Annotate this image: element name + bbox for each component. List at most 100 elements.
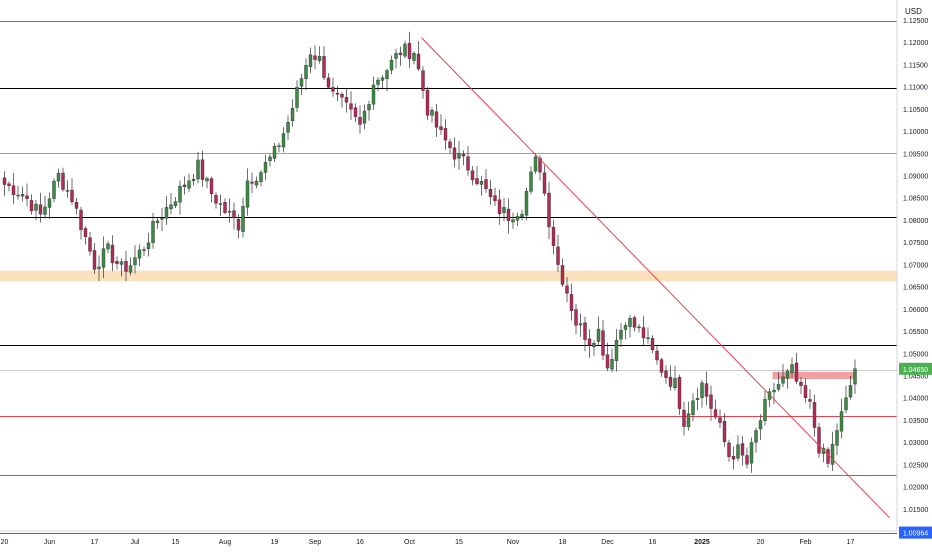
- candle-body: [146, 242, 151, 250]
- candle-body: [592, 343, 596, 348]
- candle-body: [403, 43, 407, 57]
- candle-body: [524, 191, 529, 216]
- candle-body: [754, 430, 758, 443]
- time-tick-label: 16: [356, 539, 364, 546]
- candle-body: [344, 97, 349, 103]
- candle-body: [623, 325, 628, 330]
- candle-body: [74, 201, 79, 209]
- candle-body: [569, 294, 574, 311]
- candle-body: [605, 354, 610, 369]
- time-axis[interactable]: 20 Jun 17 Jul 15 Aug 19 Sep 16 Oct 15 Nov 18 Dec 16 202…: [0, 530, 897, 546]
- candle-body: [614, 340, 619, 361]
- candle-body: [56, 172, 61, 182]
- candle-body: [457, 152, 461, 159]
- currency-label: USD: [905, 7, 922, 16]
- candle-body: [808, 399, 812, 402]
- candle-body: [61, 172, 65, 190]
- candle-body: [610, 359, 614, 370]
- candle-body: [317, 56, 322, 61]
- candle-body: [308, 54, 313, 67]
- candle-body: [88, 237, 92, 252]
- price-tick-label: 1.02000: [903, 485, 928, 492]
- candle-body: [461, 153, 466, 157]
- time-tick-label: 20: [757, 539, 765, 546]
- current-price-label: 1.04650: [903, 367, 928, 374]
- candle-body: [335, 92, 340, 95]
- candle-body: [434, 111, 439, 128]
- candle-body: [124, 261, 128, 272]
- candle-body: [286, 122, 290, 133]
- candle-body: [236, 219, 241, 231]
- candle-body: [259, 172, 263, 182]
- candle-body: [506, 208, 511, 221]
- zones-layer: [0, 270, 897, 380]
- candle-body: [227, 211, 232, 213]
- candle-body: [277, 145, 281, 148]
- candle-body: [628, 317, 632, 327]
- candle-body: [565, 285, 569, 294]
- candle-body: [529, 171, 533, 192]
- candle-body: [133, 257, 137, 266]
- candle-body: [47, 198, 52, 208]
- candle-body: [691, 400, 695, 415]
- candle-body: [430, 109, 434, 116]
- candle-body: [686, 413, 691, 428]
- candle-body: [322, 56, 326, 78]
- candle-body: [704, 383, 709, 397]
- candle-body: [785, 370, 790, 379]
- price-tick-label: 1.08000: [903, 218, 928, 225]
- candle-body: [439, 126, 443, 130]
- candle-body: [223, 202, 227, 213]
- candle-body: [83, 228, 88, 237]
- candle-body: [70, 189, 74, 203]
- price-tick-label: 1.07000: [903, 262, 928, 269]
- time-tick-label: 20: [1, 539, 9, 546]
- candle-body: [155, 220, 160, 223]
- candle-body: [484, 179, 488, 189]
- candle-body: [367, 104, 371, 111]
- candle-body: [371, 84, 376, 105]
- candle-body: [218, 203, 223, 205]
- candle-body: [349, 103, 353, 110]
- price-tick-label: 1.04000: [903, 396, 928, 403]
- candle-body: [758, 420, 763, 430]
- candle-body: [848, 385, 853, 398]
- candle-body: [263, 162, 268, 173]
- price-tick-label: 1.02500: [903, 462, 928, 469]
- candle-body: [128, 265, 133, 273]
- candle-body: [268, 156, 272, 161]
- price-tick-label: 1.09000: [903, 174, 928, 181]
- price-tick-label: 1.09500: [903, 151, 928, 158]
- candle-body: [2, 177, 7, 185]
- candle-body: [475, 178, 479, 185]
- price-tick-label: 1.06000: [903, 307, 928, 314]
- candle-body: [551, 227, 556, 246]
- candle-body: [794, 362, 799, 382]
- candle-body: [398, 52, 403, 55]
- candle-body: [538, 157, 542, 173]
- candle-body: [281, 133, 286, 148]
- candle-body: [119, 261, 124, 265]
- candle-body: [511, 219, 515, 223]
- price-tags-layer: 1.04650 1.00964: [899, 362, 932, 539]
- candle-body: [25, 195, 29, 199]
- candle-body: [772, 389, 776, 393]
- candle-body: [169, 204, 173, 210]
- price-tick-label: 1.08500: [903, 196, 928, 203]
- time-tick-label: 19: [271, 539, 279, 546]
- candle-body: [376, 79, 380, 85]
- candle-body: [470, 170, 475, 181]
- candle-body: [578, 323, 583, 326]
- candles-layer[interactable]: [2, 31, 857, 473]
- candle-body: [713, 409, 718, 418]
- price-tick-label: 1.05000: [903, 351, 928, 358]
- price-tick-label: 1.05500: [903, 329, 928, 336]
- candle-body: [331, 87, 335, 92]
- price-axis[interactable]: USD 1.12500 1.12000 1.11500 1.11000 1.10500 1…: [896, 0, 928, 531]
- candle-body: [101, 248, 106, 268]
- price-tick-label: 1.03000: [903, 440, 928, 447]
- candle-body: [677, 377, 682, 409]
- candle-body: [380, 77, 385, 81]
